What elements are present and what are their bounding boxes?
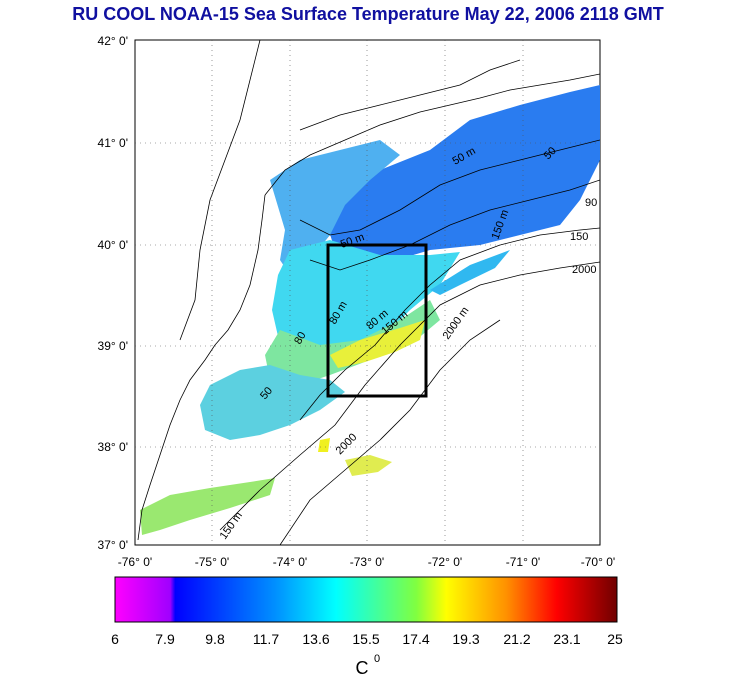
coastline-delmarva: [137, 344, 216, 541]
contour-2000m-b: [279, 319, 501, 545]
colorbar-tick: 23.1: [553, 631, 580, 647]
lat-label: 41° 0': [98, 136, 128, 150]
colorbar-tick-labels: 6 7.9 9.8 11.7 13.6 15.5 17.4 19.3 21.2 …: [111, 631, 623, 647]
sst-shelfbreak-warm: [330, 320, 425, 368]
lat-label: 39° 0': [98, 339, 128, 353]
longitude-labels: -76° 0' -75° 0' -74° 0' -73° 0' -72° 0' …: [118, 555, 615, 569]
colorbar-unit-superscript: 0: [374, 653, 380, 665]
coastline-nj: [214, 194, 266, 346]
contour-2000m: [219, 261, 600, 531]
contour-80m: [309, 179, 600, 271]
latitude-labels: 42° 0' 41° 0' 40° 0' 39° 0' 38° 0' 37° 0…: [98, 34, 128, 552]
colorbar-tick: 9.8: [205, 631, 225, 647]
lat-label: 40° 0': [98, 238, 128, 252]
colorbar-tick: 25: [607, 631, 623, 647]
sst-southern-green: [140, 478, 275, 535]
sst-shelf-cold: [328, 85, 600, 262]
study-area-box: [326, 243, 428, 398]
contour-50m: [299, 139, 600, 236]
colorbar-tick: 6: [111, 631, 119, 647]
contour-label: 2000: [572, 264, 596, 276]
lat-label: 42° 0': [98, 34, 128, 48]
sst-patch-shelf-east: [430, 250, 510, 295]
colorbar-tick: 11.7: [253, 631, 279, 647]
lat-label: 38° 0': [98, 440, 128, 454]
colorbar-tick: 7.9: [155, 631, 175, 647]
lon-label: -74° 0': [273, 555, 307, 569]
map-title: RU COOL NOAA-15 Sea Surface Temperature …: [72, 4, 664, 24]
contour-label: 80: [292, 330, 309, 347]
coastline: [137, 40, 600, 541]
sst-patch-gulfstream: [318, 438, 330, 452]
colorbar-unit-label: C: [356, 658, 369, 678]
sst-midshelf-green: [265, 300, 440, 385]
colorbar-tick: 21.2: [503, 631, 530, 647]
contour-label: 90: [585, 197, 597, 209]
lon-label: -76° 0': [118, 555, 152, 569]
colorbar-tick: 13.6: [302, 631, 329, 647]
colorbar-tick: 19.3: [452, 631, 479, 647]
sst-field: [140, 85, 600, 535]
colorbar-tick: 15.5: [352, 631, 379, 647]
lon-label: -72° 0': [428, 555, 462, 569]
lon-label: -73° 0': [350, 555, 384, 569]
sst-nyb-band: [270, 140, 400, 275]
lon-label: -75° 0': [195, 555, 229, 569]
coastline-long-island: [264, 73, 600, 196]
coastline-ct: [299, 59, 521, 131]
lon-label: -70° 0': [581, 555, 615, 569]
colorbar-tick: 17.4: [402, 631, 429, 647]
contour-150m: [299, 227, 600, 421]
sst-south-shelf: [200, 365, 345, 440]
sst-central-shelf: [272, 240, 460, 360]
graticule: [135, 40, 600, 545]
coastline-inland: [179, 40, 261, 341]
colorbar: [114, 576, 618, 623]
contour-label: 150: [570, 231, 588, 243]
lon-label: -71° 0': [506, 555, 540, 569]
bathymetry-contours: [219, 139, 600, 545]
lat-label: 37° 0': [98, 538, 128, 552]
